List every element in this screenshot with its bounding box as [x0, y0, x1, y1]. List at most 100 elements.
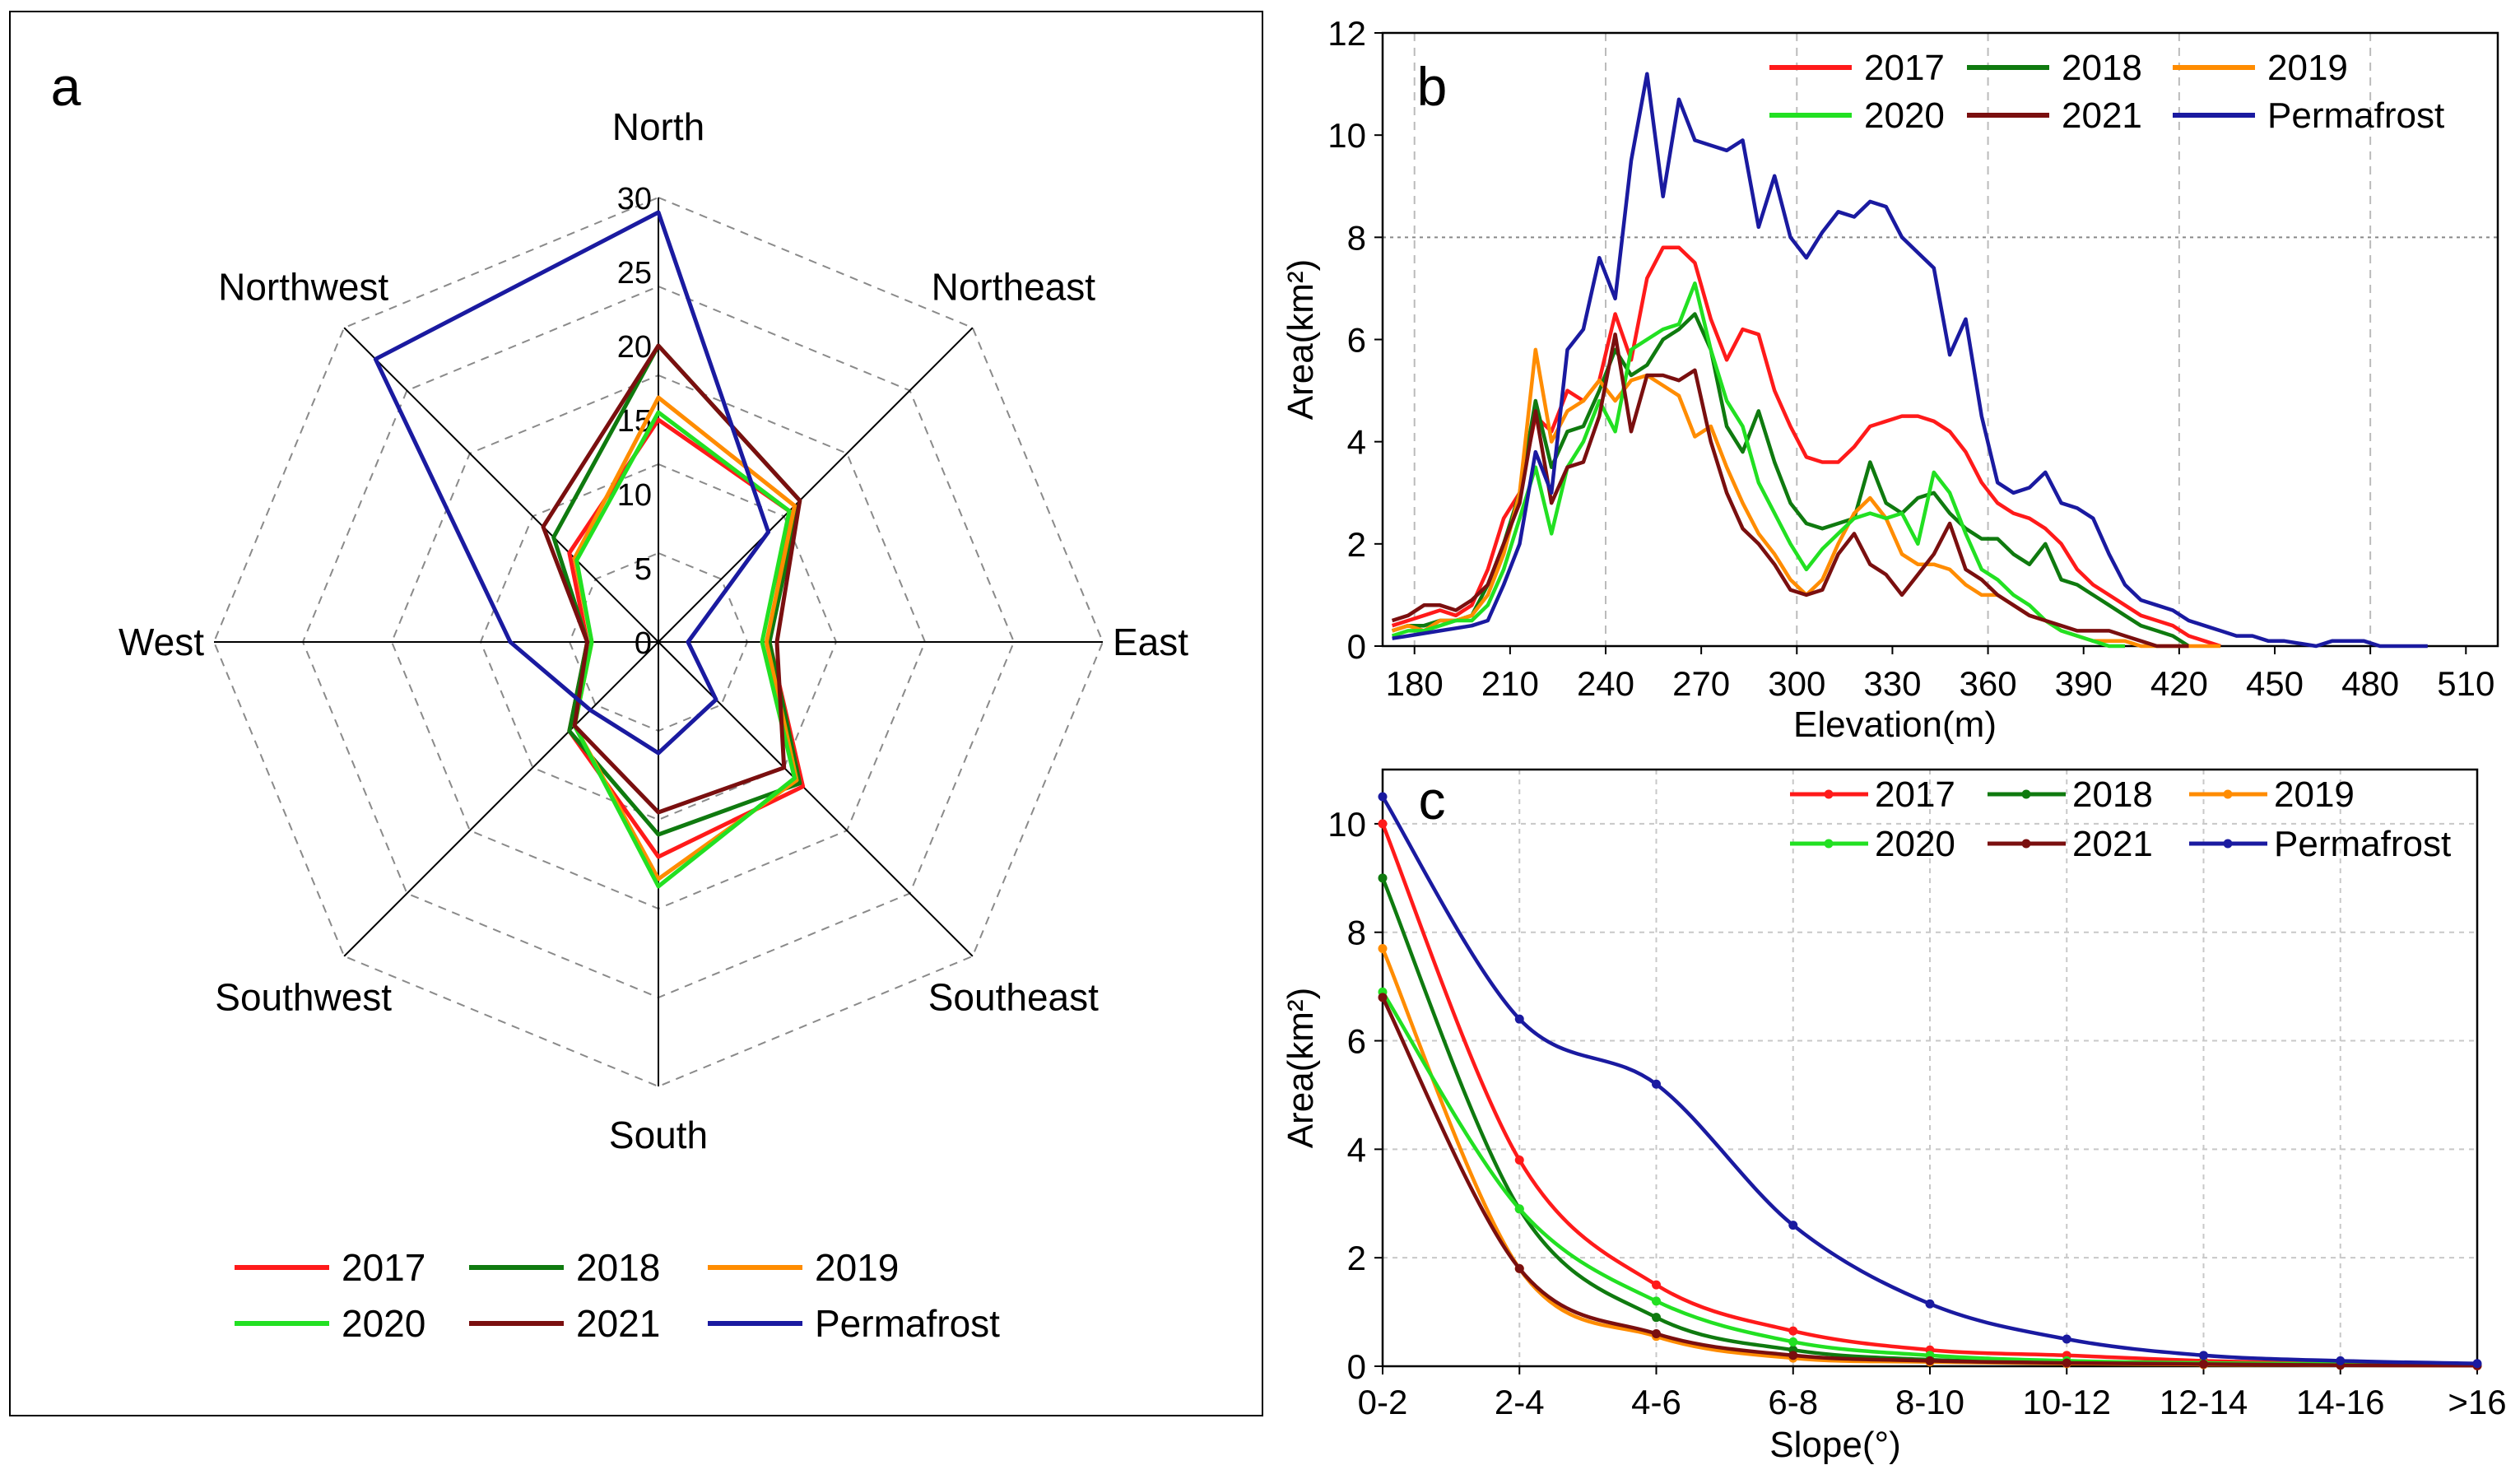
panel-b-x-tick-label: 270 [1672, 664, 1730, 703]
panel-b-x-tick-label: 450 [2246, 664, 2304, 703]
panel-b-legend-label-2018: 2018 [2062, 48, 2142, 88]
panel-b-legend-label-2017: 2017 [1864, 48, 1945, 88]
panel-b-legend-label-2019: 2019 [2267, 48, 2348, 88]
panel-c-point-2021 [1925, 1356, 1935, 1365]
panel-c-legend-marker-2018 [2021, 789, 2031, 799]
panel-b-series-2018 [1391, 312, 2190, 648]
panel-c-point-2021 [2199, 1359, 2208, 1369]
panel-c-series-2021 [1380, 996, 2478, 1368]
panel-c-y-tick-label: 2 [1347, 1239, 1366, 1277]
panel-b-x-tick-label: 300 [1768, 664, 1825, 703]
panel-b-legend-label-permafrost: Permafrost [2267, 95, 2444, 136]
panel-c-point-2021 [1788, 1351, 1798, 1360]
direction-label-east: East [1113, 621, 1188, 663]
panel-c-legend-marker-permafrost [2223, 839, 2233, 849]
panel-b-x-tick-label: 330 [1863, 664, 1921, 703]
panel-b-y-tick-label: 10 [1327, 116, 1366, 155]
panel-b-series-permafrost [1392, 72, 2428, 649]
panel-c-point-2017 [1514, 1156, 1524, 1165]
legend-label-permafrost: Permafrost [815, 1302, 1000, 1345]
panel-b-y-tick-label: 2 [1347, 525, 1366, 564]
panel-c-point-permafrost [2472, 1359, 2482, 1369]
panel-c-legend-label-2021: 2021 [2072, 824, 2153, 864]
panel-a-letter: a [51, 56, 81, 117]
legend-label-2017: 2017 [342, 1246, 425, 1289]
direction-label-southeast: Southeast [928, 975, 1099, 1018]
legend-label-2020: 2020 [342, 1302, 425, 1345]
panel-b-elevation-chart: 180 210 240 270 300 330 360 390 420 450 480 510 0 2 4 6… [1281, 14, 2499, 745]
panel-c-y-tick-label: 10 [1327, 805, 1366, 844]
panel-c-x-tick-label: 14-16 [2296, 1383, 2384, 1421]
legend-label-2019: 2019 [815, 1246, 899, 1289]
panel-b-y-tick-label: 0 [1347, 627, 1366, 666]
panel-c-y-tick-label: 8 [1347, 914, 1366, 952]
radar-series-2021 [541, 343, 802, 815]
panel-c-x-tick-label: 4-6 [1631, 1383, 1681, 1421]
panel-b-series-2017 [1391, 245, 2221, 649]
panel-c-point-permafrost [1925, 1299, 1935, 1309]
panel-b-x-axis-label: Elevation(m) [1793, 705, 1997, 745]
panel-c-point-2021 [1652, 1328, 1661, 1338]
panel-c-point-permafrost [2062, 1334, 2071, 1344]
radar-spoke-southeast [658, 641, 974, 957]
panel-c-point-permafrost [1652, 1079, 1661, 1089]
panel-c-legend-marker-2020 [1824, 839, 1834, 849]
panel-c-point-permafrost [1514, 1014, 1524, 1024]
panel-b-x-tick-label: 510 [2437, 664, 2494, 703]
panel-c-point-2020 [1514, 1204, 1524, 1214]
panel-c-x-tick-label: 6-8 [1768, 1383, 1818, 1421]
panel-c-point-permafrost [1788, 1221, 1798, 1230]
panel-c-letter: c [1419, 770, 1446, 830]
radar-series-2018 [551, 343, 802, 837]
panel-b-x-tick-label: 180 [1386, 664, 1444, 703]
panel-c-point-permafrost [1378, 792, 1388, 802]
panel-c-legend-label-2020: 2020 [1875, 824, 1955, 864]
radar-grid-ring [479, 463, 838, 821]
panel-c-slope-chart: 0-2 2-4 4-6 6-8 8-10 10-12 12-14 14-16 >16 0 2 4 6 8 1… [1281, 768, 2507, 1465]
radar-tick-label: 5 [635, 552, 652, 587]
panel-c-point-2021 [1514, 1263, 1524, 1273]
panel-a-frame [9, 11, 1263, 1416]
direction-label-north: North [612, 105, 704, 148]
panel-c-point-2018 [1378, 873, 1388, 883]
panel-c-x-tick-label: 8-10 [1895, 1383, 1964, 1421]
panel-c-legend-marker-2017 [1824, 789, 1834, 799]
panel-c-point-2018 [1652, 1313, 1661, 1323]
radar-tick-label: 20 [617, 330, 652, 365]
panel-c-x-axis-label: Slope(°) [1769, 1425, 1900, 1465]
radar-tick-label: 0 [635, 626, 652, 661]
panel-c-y-tick-label: 0 [1347, 1347, 1366, 1386]
panel-b-series-2020 [1391, 281, 2125, 649]
panel-b-letter: b [1417, 56, 1448, 117]
panel-b-y-tick-label: 6 [1347, 321, 1366, 360]
panel-c-legend-marker-2019 [2223, 789, 2233, 799]
radar-tick-label: 30 [617, 182, 652, 216]
direction-label-south: South [609, 1114, 708, 1156]
panel-b-x-tick-label: 240 [1577, 664, 1634, 703]
radar-series-2020 [572, 410, 797, 889]
panel-c-x-tick-label: >16 [2448, 1383, 2506, 1421]
panel-c-point-2021 [2062, 1358, 2071, 1368]
panel-b-series-2019 [1391, 347, 2221, 649]
panel-c-point-2017 [1788, 1326, 1798, 1336]
panel-b-x-tick-label: 390 [2055, 664, 2113, 703]
panel-c-point-2019 [1378, 944, 1388, 953]
panel-b-legend-label-2021: 2021 [2062, 95, 2142, 136]
panel-b-y-axis-label: Area(km²) [1281, 259, 1321, 421]
panel-c-x-tick-label: 2-4 [1495, 1383, 1545, 1421]
panel-c-series-permafrost [1381, 795, 2478, 1365]
panel-c-x-tick-label: 10-12 [2023, 1383, 2111, 1421]
panel-b-legend-label-2020: 2020 [1864, 95, 1945, 136]
direction-label-west: West [119, 621, 204, 663]
radar-tick-label: 25 [617, 256, 652, 291]
panel-c-y-tick-label: 6 [1347, 1022, 1366, 1061]
panel-a-radar-chart: a North Northeast East Southeast South Southwe… [9, 11, 1263, 1416]
panel-c-point-2017 [1652, 1280, 1661, 1290]
direction-label-northeast: Northeast [932, 266, 1096, 309]
panel-b-x-tick-label: 420 [2150, 664, 2208, 703]
legend-label-2018: 2018 [576, 1246, 660, 1289]
panel-c-x-tick-label: 12-14 [2160, 1383, 2248, 1421]
panel-b-series-2021 [1391, 333, 2189, 649]
radar-series-permafrost [373, 210, 771, 756]
